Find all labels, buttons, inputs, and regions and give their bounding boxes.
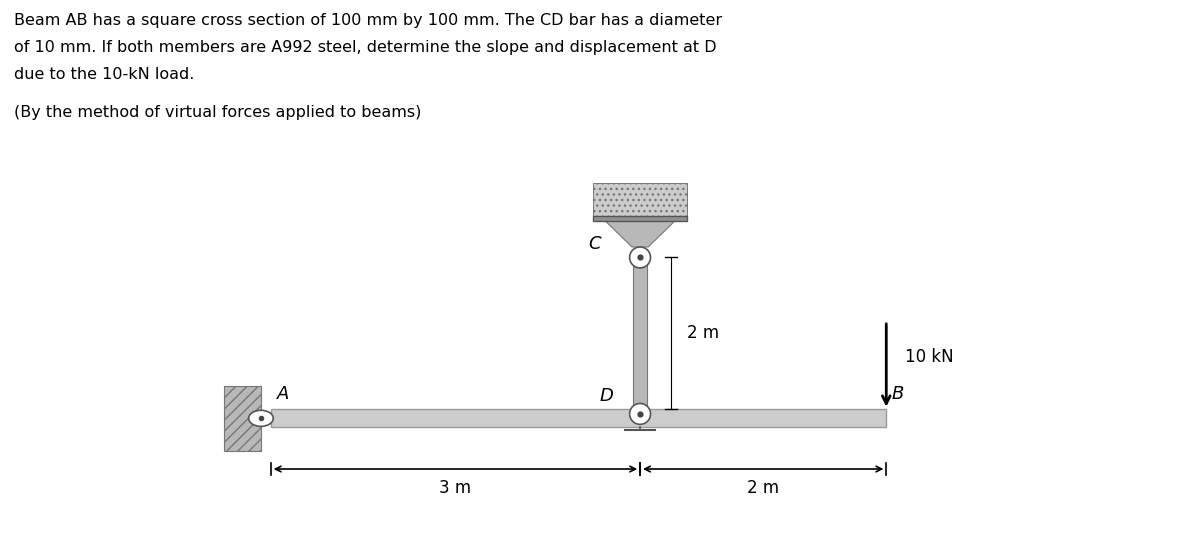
Polygon shape: [271, 410, 886, 427]
Polygon shape: [633, 258, 647, 410]
Text: B: B: [891, 385, 904, 403]
Text: 2 m: 2 m: [747, 479, 780, 496]
Ellipse shape: [629, 247, 651, 268]
Polygon shape: [605, 221, 675, 247]
Text: due to the 10-kN load.: due to the 10-kN load.: [14, 67, 195, 82]
Polygon shape: [593, 183, 687, 216]
Text: 10 kN: 10 kN: [905, 348, 953, 366]
Text: (By the method of virtual forces applied to beams): (By the method of virtual forces applied…: [14, 105, 421, 120]
Text: C: C: [589, 236, 601, 253]
Circle shape: [248, 410, 273, 426]
Text: 3 m: 3 m: [439, 479, 472, 496]
Text: Beam AB has a square cross section of 100 mm by 100 mm. The CD bar has a diamete: Beam AB has a square cross section of 10…: [14, 13, 722, 29]
Ellipse shape: [629, 404, 651, 424]
Text: D: D: [599, 386, 613, 405]
Text: A: A: [277, 385, 289, 403]
Polygon shape: [224, 386, 261, 451]
Polygon shape: [593, 216, 687, 221]
Text: of 10 mm. If both members are A992 steel, determine the slope and displacement a: of 10 mm. If both members are A992 steel…: [14, 40, 716, 56]
Text: 2 m: 2 m: [687, 324, 719, 342]
